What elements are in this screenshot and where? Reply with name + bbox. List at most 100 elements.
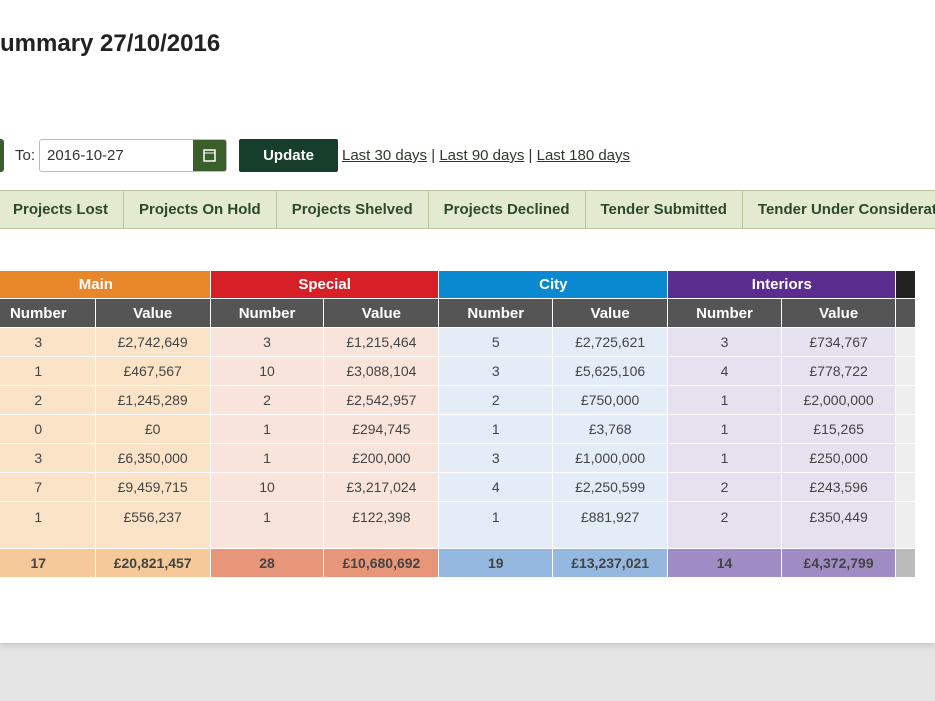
- group-header: Main: [0, 270, 211, 299]
- tab[interactable]: Projects On Hold: [123, 190, 277, 229]
- column-header: Value: [552, 298, 669, 328]
- calendar-icon: [203, 149, 216, 162]
- column-header: Number: [438, 298, 554, 328]
- cell: [895, 414, 916, 444]
- cell: 1: [209, 501, 325, 549]
- data-row: 2 £1,245,289 2 £2,542,957 2 £750,000 1 £2,000,0…: [0, 385, 916, 415]
- cell: £15,265: [780, 414, 897, 444]
- cell: 4: [438, 472, 554, 502]
- cell: 0: [0, 414, 96, 444]
- cell: 3: [438, 443, 554, 473]
- cell: 7: [0, 472, 96, 502]
- to-label: To:: [15, 147, 36, 164]
- from-date-button[interactable]: [0, 139, 4, 172]
- cell: 3: [209, 327, 325, 357]
- cell: £250,000: [780, 443, 897, 473]
- cell: £2,742,649: [94, 327, 211, 357]
- column-header: Number: [0, 298, 96, 328]
- range-link[interactable]: Last 90 days: [439, 147, 525, 164]
- calendar-button[interactable]: [193, 140, 226, 171]
- cell: £1,215,464: [323, 327, 440, 357]
- cell: 1: [667, 385, 782, 415]
- cell: [895, 385, 916, 415]
- data-row: 3 £6,350,000 1 £200,000 3 £1,000,000 1 £250,000: [0, 443, 916, 473]
- data-row: 1 £556,237 1 £122,398 1 £881,927 2 £350,449: [0, 501, 916, 549]
- cell: £750,000: [552, 385, 669, 415]
- tab[interactable]: Tender Under Consideration: [741, 190, 935, 229]
- data-row: 7 £9,459,715 10 £3,217,024 4 £2,250,599 2 £243,…: [0, 472, 916, 502]
- tab[interactable]: Projects Declined: [427, 190, 586, 229]
- group-header: Special: [209, 270, 440, 299]
- cell: [895, 443, 916, 473]
- tab[interactable]: Tender Submitted: [584, 190, 743, 229]
- cell: £350,449: [780, 501, 897, 549]
- tab-bar: Projects Lost Projects On Hold Projects Sh…: [0, 190, 935, 229]
- cell: £2,250,599: [552, 472, 669, 502]
- total-cell: [895, 548, 916, 578]
- group-header: City: [438, 270, 669, 299]
- column-header: [895, 298, 916, 328]
- column-header: Value: [780, 298, 897, 328]
- cell: £294,745: [323, 414, 440, 444]
- totals-row: 17 £20,821,457 28 £10,680,692 19 £13,237,021 1…: [0, 548, 916, 578]
- cell: 2: [667, 472, 782, 502]
- cell: £0: [94, 414, 211, 444]
- range-link[interactable]: Last 30 days: [342, 147, 428, 164]
- range-links: Last 30 days | Last 90 days | Last 180 d…: [342, 147, 630, 164]
- cell: £6,350,000: [94, 443, 211, 473]
- cell: 2: [209, 385, 325, 415]
- group-header-row: Main Special City Interiors: [0, 270, 916, 299]
- total-cell: 17: [0, 548, 96, 578]
- cell: [895, 501, 916, 549]
- range-link[interactable]: Last 180 days: [536, 147, 631, 164]
- data-row: 3 £2,742,649 3 £1,215,464 5 £2,725,621 3 £734,7…: [0, 327, 916, 357]
- cell: 1: [667, 414, 782, 444]
- cell: 1: [209, 414, 325, 444]
- cell: 1: [0, 356, 96, 386]
- to-date-value: 2016-10-27: [47, 147, 124, 164]
- cell: £243,596: [780, 472, 897, 502]
- cell: [895, 472, 916, 502]
- cell: 1: [209, 443, 325, 473]
- cell: 3: [0, 327, 96, 357]
- total-cell: 19: [438, 548, 554, 578]
- group-header: Interiors: [667, 270, 897, 299]
- cell: £122,398: [323, 501, 440, 549]
- column-header: Number: [667, 298, 782, 328]
- cell: 1: [667, 443, 782, 473]
- cell: £5,625,106: [552, 356, 669, 386]
- cell: £1,000,000: [552, 443, 669, 473]
- update-button[interactable]: Update: [239, 139, 338, 172]
- cell: 2: [0, 385, 96, 415]
- cell: 3: [438, 356, 554, 386]
- cell: [895, 327, 916, 357]
- total-cell: £4,372,799: [780, 548, 897, 578]
- separator: |: [431, 147, 436, 164]
- page-title: Summary 27/10/2016: [0, 30, 221, 57]
- cell: 2: [438, 385, 554, 415]
- cell: £2,000,000: [780, 385, 897, 415]
- cell: £1,245,289: [94, 385, 211, 415]
- cell: 1: [438, 414, 554, 444]
- summary-table: Main Special City Interiors Number Value Numbe…: [0, 270, 916, 578]
- column-header: Value: [323, 298, 440, 328]
- cell: 2: [667, 501, 782, 549]
- tab[interactable]: Projects Shelved: [275, 190, 429, 229]
- cell: 10: [209, 472, 325, 502]
- data-row: 0 £0 1 £294,745 1 £3,768 1 £15,265: [0, 414, 916, 444]
- cell: £200,000: [323, 443, 440, 473]
- column-header: Number: [209, 298, 325, 328]
- total-cell: £10,680,692: [323, 548, 440, 578]
- cell: £467,567: [94, 356, 211, 386]
- tab[interactable]: Projects Lost: [0, 190, 125, 229]
- page: Summary 27/10/2016 To: 2016-10-27 Update…: [0, 0, 935, 643]
- to-date-input[interactable]: 2016-10-27: [39, 139, 227, 172]
- cell: [895, 356, 916, 386]
- column-header-row: Number Value Number Value Number Value Number V…: [0, 298, 916, 328]
- cell: 3: [667, 327, 782, 357]
- cell: £734,767: [780, 327, 897, 357]
- separator: |: [528, 147, 533, 164]
- cell: £3,088,104: [323, 356, 440, 386]
- total-cell: 14: [667, 548, 782, 578]
- total-cell: £13,237,021: [552, 548, 669, 578]
